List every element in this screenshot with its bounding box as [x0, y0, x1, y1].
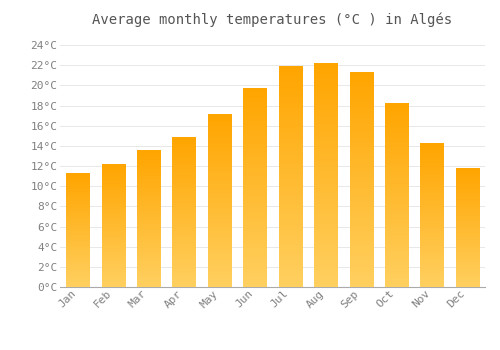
Title: Average monthly temperatures (°C ) in Algés: Average monthly temperatures (°C ) in Al… [92, 12, 452, 27]
